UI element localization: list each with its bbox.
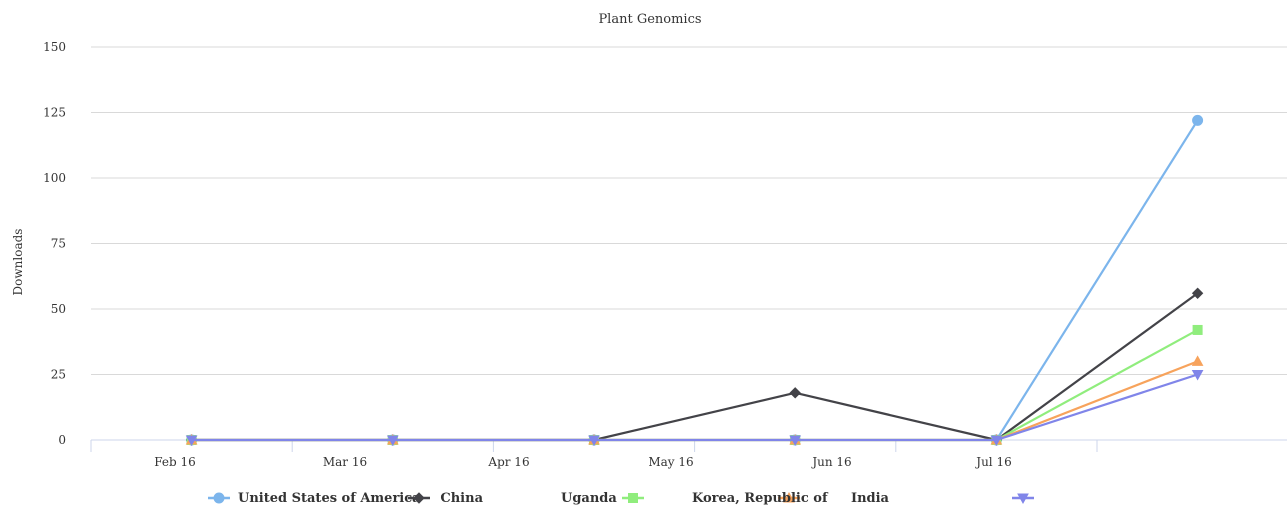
y-tick-label: 0: [58, 433, 66, 447]
data-point-marker[interactable]: [588, 435, 600, 447]
series-group: [185, 370, 1204, 447]
y-tick-label: 75: [51, 237, 66, 251]
x-tick-label: May 16: [648, 455, 693, 469]
x-tick-label: Apr 16: [487, 455, 529, 469]
data-point-marker[interactable]: [789, 387, 801, 399]
y-axis-label: Downloads: [11, 229, 25, 296]
legend-marker-swatch: [213, 492, 225, 504]
legend-marker-swatch: [1017, 493, 1029, 505]
chart-subtitle: Plant Genomics: [598, 12, 701, 27]
y-tick-label: 50: [51, 302, 66, 316]
data-point-marker[interactable]: [1192, 324, 1203, 335]
x-tick-label: Mar 16: [323, 455, 367, 469]
y-tick-label: 25: [51, 368, 66, 382]
gridlines: [91, 46, 1287, 375]
legend-marker-swatch: [413, 492, 425, 504]
legend-item[interactable]: India: [851, 491, 1034, 506]
data-point-marker[interactable]: [185, 435, 198, 447]
series-line[interactable]: [190, 360, 1199, 442]
x-tick-label: Jul 16: [974, 455, 1011, 469]
legend-label: China: [440, 491, 483, 506]
legend-marker-swatch: [783, 491, 795, 503]
legend[interactable]: United States of America China Uganda Korea…: [208, 491, 1034, 506]
y-tick-label: 150: [43, 40, 66, 54]
legend-label: Uganda: [561, 491, 617, 506]
legend-item[interactable]: United States of America: [208, 491, 421, 506]
x-axis: Feb 16 Mar 16 Apr 16 May 16 Jun 16 Jul 16: [90, 439, 1287, 469]
series-group: [186, 324, 1203, 445]
legend-item[interactable]: China: [408, 491, 484, 506]
y-axis-ticks: 0 25 50 75 100 125 150: [43, 40, 66, 447]
legend-label: India: [851, 491, 890, 506]
series-line[interactable]: [190, 292, 1199, 442]
y-tick-label: 125: [43, 106, 66, 120]
legend-marker-swatch: [628, 493, 638, 503]
legend-item[interactable]: Uganda: [561, 491, 644, 506]
legend-label: United States of America: [238, 491, 421, 506]
data-point-marker[interactable]: [1192, 114, 1204, 126]
data-point-marker[interactable]: [789, 435, 802, 447]
data-point-marker[interactable]: [386, 435, 399, 447]
series-line[interactable]: [190, 119, 1199, 442]
data-point-marker[interactable]: [1191, 370, 1204, 381]
series-group: [186, 114, 1204, 446]
series-layer: [185, 114, 1204, 447]
series-line[interactable]: [190, 373, 1199, 442]
x-tick-label: Feb 16: [154, 455, 196, 469]
y-tick-label: 100: [43, 171, 66, 185]
legend-label: Korea, Republic of: [692, 491, 829, 506]
legend-item[interactable]: Korea, Republic of: [692, 491, 829, 506]
data-point-marker[interactable]: [1191, 287, 1204, 299]
x-tick-label: Jun 16: [810, 455, 851, 469]
data-point-marker[interactable]: [990, 435, 1003, 447]
data-point-marker[interactable]: [1191, 355, 1204, 366]
